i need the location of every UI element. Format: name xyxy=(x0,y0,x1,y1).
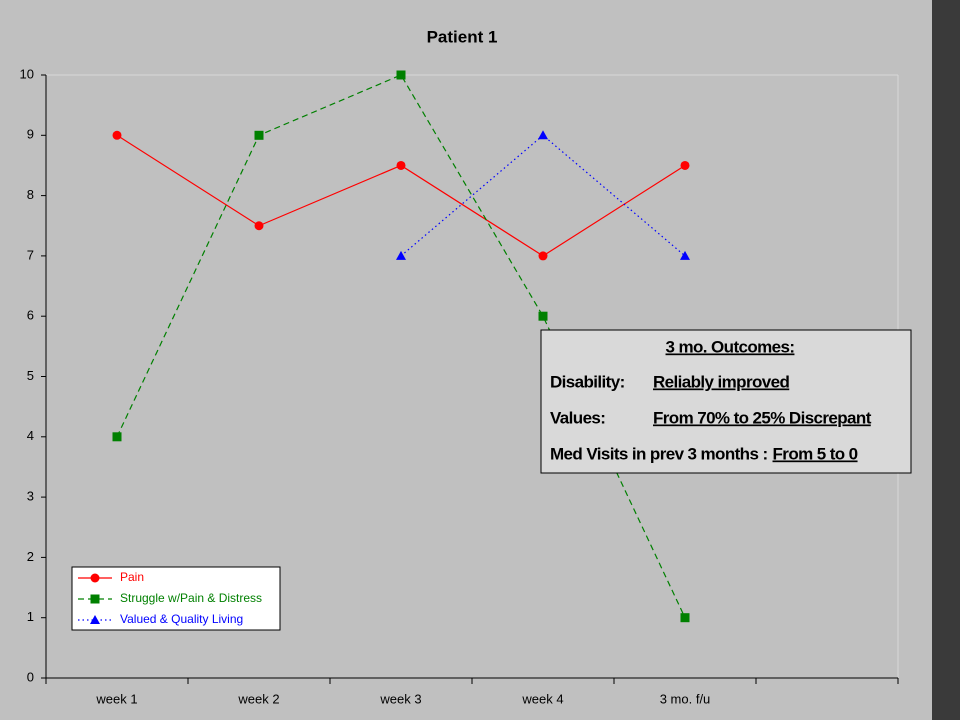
point xyxy=(538,130,548,140)
y-tick-label: 3 xyxy=(27,489,34,504)
y-tick-label: 7 xyxy=(27,247,34,262)
point xyxy=(254,130,264,140)
y-tick-label: 10 xyxy=(20,66,34,81)
legend-label: Struggle w/Pain & Distress xyxy=(120,591,262,605)
point xyxy=(538,311,548,321)
annotation-label: Med Visits in prev 3 months : xyxy=(550,444,768,463)
legend-marker xyxy=(90,615,100,624)
x-tick-label: week 2 xyxy=(237,691,279,706)
point xyxy=(396,160,406,170)
series-line xyxy=(116,74,686,618)
annotation-value: From 70% to 25% Discrepant xyxy=(653,408,872,427)
point xyxy=(396,250,406,260)
y-tick-label: 4 xyxy=(27,428,34,443)
annotation-label: Values: xyxy=(550,408,605,427)
x-tick-label: week 1 xyxy=(95,691,137,706)
series-line xyxy=(400,134,686,257)
annotation-box xyxy=(540,329,912,474)
y-tick-label: 2 xyxy=(27,549,34,564)
point xyxy=(680,250,690,260)
side-strip xyxy=(932,0,960,720)
point xyxy=(112,432,122,442)
annotation-label: Disability: xyxy=(550,372,625,391)
x-tick-label: week 4 xyxy=(521,691,563,706)
y-tick-label: 0 xyxy=(27,669,34,684)
point xyxy=(680,160,690,170)
point xyxy=(680,613,690,623)
x-tick-label: week 3 xyxy=(379,691,421,706)
point xyxy=(254,221,264,231)
point xyxy=(112,130,122,140)
y-tick-label: 8 xyxy=(27,187,34,202)
legend-label: Valued & Quality Living xyxy=(120,612,243,626)
y-tick-label: 9 xyxy=(27,127,34,142)
legend-marker xyxy=(90,594,100,604)
point xyxy=(396,70,406,80)
x-tick-label: 3 mo. f/u xyxy=(660,691,711,706)
point xyxy=(538,251,548,261)
annotation-value: Reliably improved xyxy=(653,372,789,391)
legend-label: Pain xyxy=(120,570,144,584)
annotation-title: 3 mo. Outcomes: xyxy=(666,337,795,356)
chart-title: Patient 1 xyxy=(427,27,498,46)
y-tick-label: 5 xyxy=(27,368,34,383)
y-tick-label: 6 xyxy=(27,308,34,323)
y-tick-label: 1 xyxy=(27,609,34,624)
legend-marker xyxy=(90,573,100,583)
annotation-value: From 5 to 0 xyxy=(773,444,858,463)
